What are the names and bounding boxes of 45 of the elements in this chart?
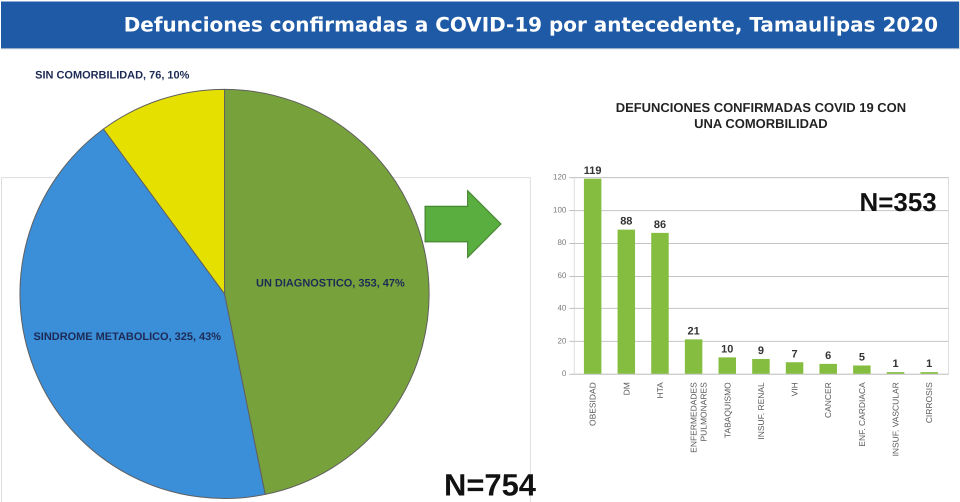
bar <box>786 362 804 374</box>
y-tick-label: 20 <box>557 336 567 346</box>
bar <box>718 357 736 374</box>
data-label: 10 <box>721 343 734 356</box>
annotation: N=353 <box>860 189 937 218</box>
data-label: 7 <box>792 348 798 360</box>
text: Defunciones confirmadas a COVID-19 por antecedente, Tamaulipas 2020 <box>124 12 938 36</box>
x-tick-label: VIH <box>790 382 800 396</box>
bar <box>819 364 837 374</box>
x-tick-label: TABAQUISMO <box>722 382 732 438</box>
y-tick-label: 120 <box>553 172 567 182</box>
y-tick-label: 60 <box>557 270 567 280</box>
chart-title: DEFUNCIONES CONFIRMADAS COVID 19 CON UNA COMORBILIDAD <box>616 100 906 131</box>
slice-label: SIN COMORBILIDAD, 76, 10% <box>35 70 190 82</box>
y-tick-label: 40 <box>557 304 567 313</box>
x-tick-label: DM <box>621 382 632 396</box>
y-tick-label: 100 <box>553 205 567 214</box>
slice-label: UN DIAGNOSTICO, 353, 47% <box>256 277 405 290</box>
x-tick-label: CIRROSIS <box>924 382 934 424</box>
x-tick-label: ENF. CARDIACA <box>856 382 867 447</box>
data-label: 6 <box>825 350 832 362</box>
bar <box>584 178 602 374</box>
x-tick-label: CANCER <box>823 382 834 418</box>
slice-label: SINDROME METABOLICO, 325, 43% <box>33 330 222 343</box>
bar <box>752 359 770 374</box>
bar <box>618 230 636 374</box>
y-tick-label: 0 <box>562 369 567 378</box>
x-tick-label: OBESIDAD <box>588 382 598 426</box>
data-label: 119 <box>584 164 602 177</box>
y-tick-label: 80 <box>557 238 567 248</box>
bar <box>853 366 871 374</box>
data-label: 9 <box>758 345 764 358</box>
data-label: 86 <box>654 218 666 231</box>
x-tick-label: INSUF. RENAL <box>756 382 766 440</box>
x-tick-label: HTA <box>654 382 665 399</box>
bar <box>684 339 702 374</box>
data-label: 5 <box>858 352 865 364</box>
data-label: 21 <box>688 325 700 338</box>
data-label: 1 <box>926 358 932 370</box>
data-label: 88 <box>620 216 632 228</box>
bar <box>651 232 669 374</box>
text: N=754 <box>444 467 537 502</box>
data-label: 1 <box>892 358 899 370</box>
x-tick-label: INSUF. VASCULAR <box>890 382 901 456</box>
x-tick-label: ENFERMEDADES PULMONARES <box>688 382 709 453</box>
